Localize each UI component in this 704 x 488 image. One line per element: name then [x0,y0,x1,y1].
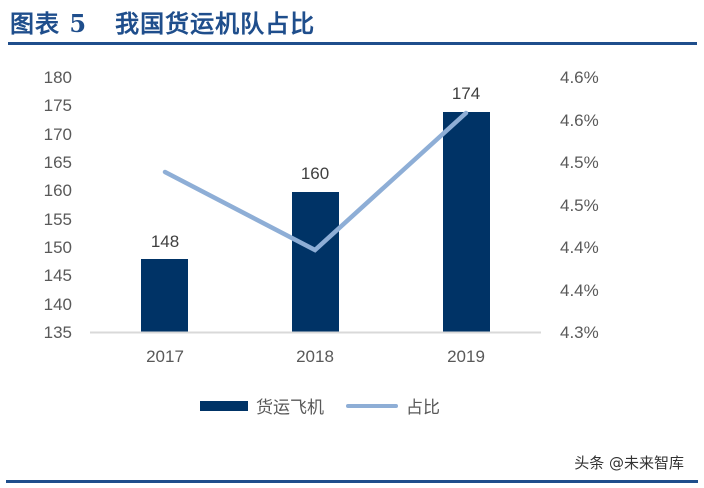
chart-title: 图表 5 我国货运机队占比 [10,9,316,38]
right-tick: 4.4% [560,281,599,300]
legend-line-label: 占比 [406,398,440,418]
left-axis: 180 175 170 165 160 155 150 145 140 135 [44,68,72,342]
right-tick: 4.5% [560,196,599,215]
right-axis: 4.6% 4.6% 4.5% 4.5% 4.4% 4.4% 4.3% [560,68,599,342]
left-tick: 145 [44,266,72,285]
line-swatch-icon [346,403,398,408]
x-tick-2019: 2019 [447,347,485,366]
share-line [162,110,469,253]
right-tick: 4.4% [560,238,599,257]
bar-swatch-icon [200,400,248,411]
x-axis-labels: 2017 2018 2019 [146,347,485,366]
left-tick: 175 [44,96,72,115]
data-labels: 148 160 174 [151,84,480,251]
right-tick: 4.6% [560,111,599,130]
right-tick: 4.6% [560,68,599,87]
data-label-2019: 174 [452,84,480,103]
right-tick: 4.5% [560,153,599,172]
bar-2017 [141,259,188,332]
left-tick: 160 [44,181,72,200]
bar-2018 [292,192,339,332]
legend-item-line: 占比 [324,393,440,418]
x-tick-2018: 2018 [296,347,334,366]
chart-legend: 货运飞机 占比 [200,393,440,418]
data-label-2018: 160 [301,164,329,183]
bar-2019 [443,112,490,332]
watermark: 头条 @未来智库 [574,454,684,472]
left-tick: 150 [44,238,72,257]
bottom-divider [6,480,698,483]
left-tick: 155 [44,210,72,229]
legend-bar-label: 货运飞机 [256,398,324,418]
left-tick: 135 [44,323,72,342]
x-tick-2017: 2017 [146,347,184,366]
left-tick: 165 [44,153,72,172]
left-tick: 140 [44,295,72,314]
left-tick: 180 [44,68,72,87]
title-divider [8,42,697,45]
data-label-2017: 148 [151,232,179,251]
bar-series [141,112,490,332]
left-tick: 170 [44,125,72,144]
right-tick: 4.3% [560,323,599,342]
legend-item-bar: 货运飞机 [200,393,324,418]
